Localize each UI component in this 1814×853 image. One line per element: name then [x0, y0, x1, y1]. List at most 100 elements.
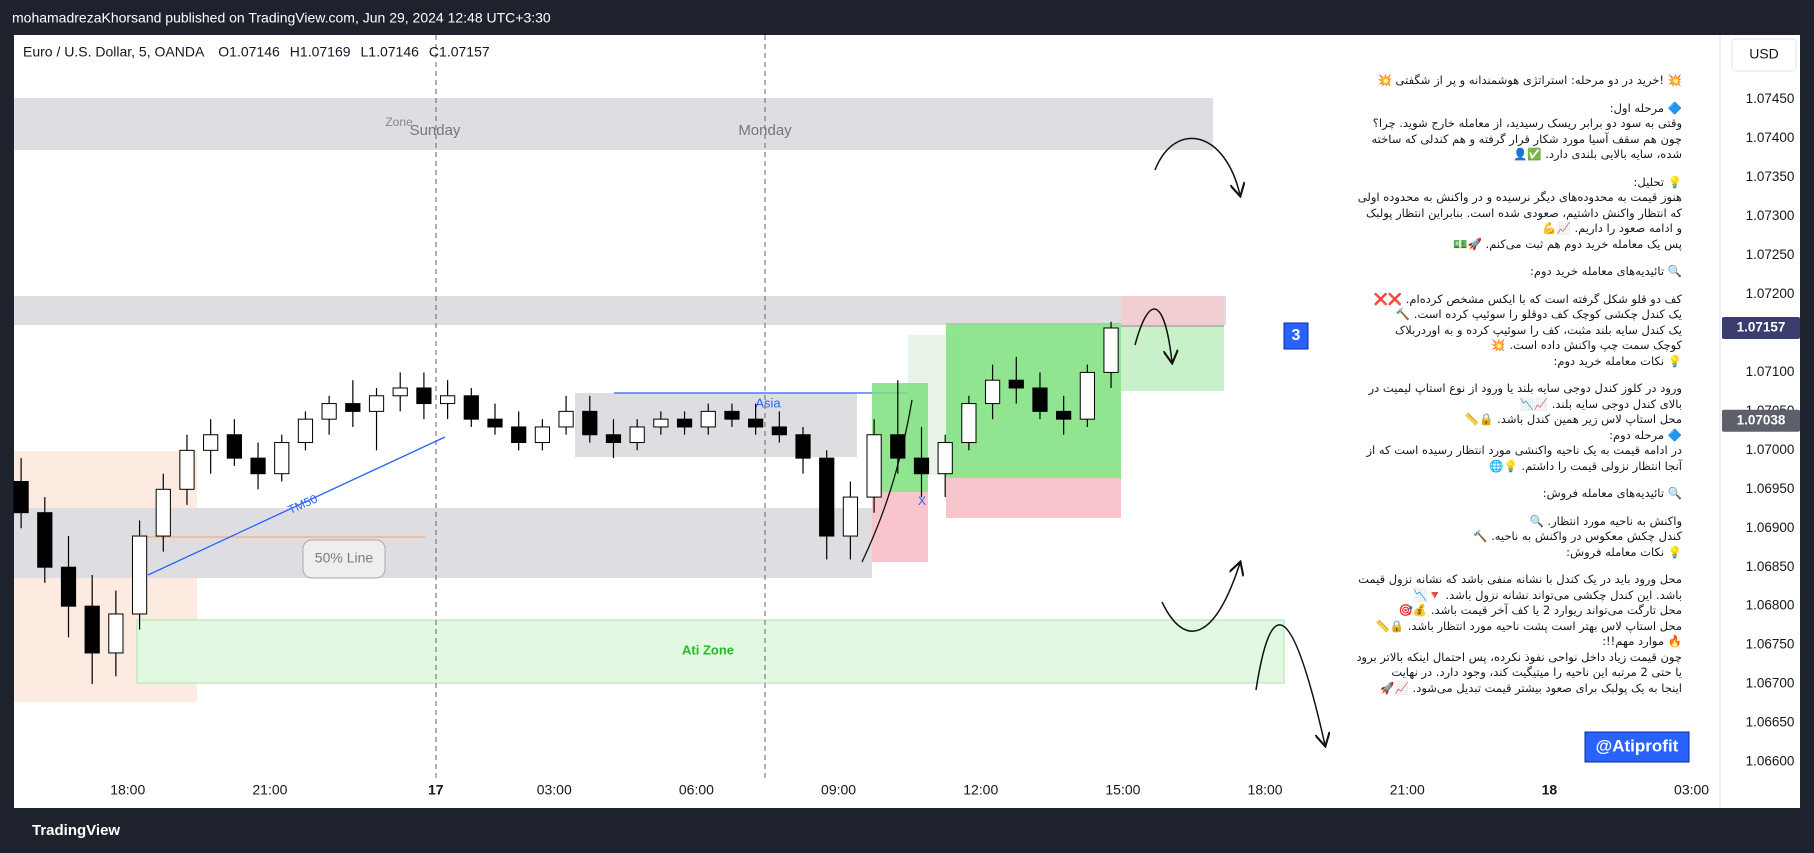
price-tag-label: 1.07038 [1737, 412, 1786, 427]
price-tag [1722, 316, 1800, 339]
candle-body [748, 418, 764, 428]
y-tick-label: 1.06900 [1746, 520, 1795, 535]
x-tick-label: 18 [1542, 782, 1558, 798]
note-line: واکنش به ناحیه مورد انتظار. 🔍 [1529, 513, 1682, 528]
badge [1283, 322, 1309, 350]
y-tick-label: 1.06850 [1746, 559, 1795, 574]
note-paragraph: واکنش به ناحیه مورد انتظار. 🔍 کندل چکش مع… [1330, 514, 1682, 561]
note-paragraph: 🔷 مرحله اول: وقتی به سود دو برابر ریسک رس… [1330, 101, 1682, 163]
brand: TradingView [32, 822, 120, 839]
candle-body [724, 410, 740, 420]
long-stop [946, 478, 1121, 518]
short-stop [1121, 296, 1224, 326]
asia-label: Asia [755, 395, 781, 410]
badge-label: 3 [1292, 327, 1301, 344]
candle-body [440, 395, 456, 405]
note-line: چون قیمت زیاد داخل نواحی نفوذ نکرده، پس … [1356, 649, 1682, 664]
candle-body [795, 434, 811, 459]
candle-body [937, 442, 953, 475]
x-tick-label: 12:00 [963, 782, 998, 798]
note-line: اینجا به یک پولبک برای صعود بیشتر قیمت ت… [1380, 680, 1682, 695]
handle-box [1584, 731, 1690, 763]
price-tag [1722, 409, 1800, 432]
y-tick-label: 1.06600 [1746, 754, 1795, 769]
candle-body [511, 426, 527, 444]
ati-zone [136, 619, 1285, 684]
candle-body [1032, 387, 1048, 412]
y-tick-label: 1.07300 [1746, 208, 1795, 223]
ohlc-value: C1.07157 [429, 44, 490, 60]
note-line: 💡 تحلیل: [1633, 174, 1682, 189]
candle-body [368, 395, 385, 412]
candle-body [629, 426, 645, 444]
candle-body [842, 496, 859, 537]
candle-body [1056, 410, 1072, 420]
note-line: ورود در کلوز کندل دوجی سایه بلند یا ورود… [1368, 381, 1682, 395]
asia-box [575, 393, 857, 457]
candle-body [534, 426, 550, 444]
note-line: و ادامه صعود را داریم. 📈💪 [1542, 221, 1682, 235]
x-tick-label: 06:00 [679, 782, 714, 798]
ohlc-value: H1.07169 [290, 44, 351, 60]
ohlc-value: L1.07146 [361, 44, 420, 60]
note-line: آنجا انتظار نزولی قیمت را داشتم. 💡🌐 [1489, 458, 1682, 473]
y-tick-label: 1.07350 [1746, 169, 1795, 184]
arrow [1255, 624, 1325, 745]
half-line-box [302, 539, 386, 579]
candle-body [1008, 379, 1024, 389]
notes: 💥 !خرید در دو مرحله: استراتژی هوشمندانه … [1330, 73, 1682, 708]
publish-info: mohamadrezaKhorsand published on Trading… [12, 10, 551, 26]
y-tick-label: 1.06700 [1746, 676, 1795, 691]
y-tick-label: 1.06950 [1746, 481, 1795, 496]
note-line: یک کندل چکشی کوچک کف دوقلو را سوئیپ کرده… [1395, 307, 1682, 321]
note-paragraph: 💥 !خرید در دو مرحله: استراتژی هوشمندانه … [1330, 73, 1682, 89]
half-line-label: 50% Line [315, 550, 374, 566]
x-tick-label: 17 [428, 782, 444, 798]
candle-body [60, 566, 77, 607]
arrow [1154, 137, 1240, 195]
candle-body [108, 613, 124, 654]
note-line: 🔍 تائیدیه‌های معامله خرید دوم: [1530, 264, 1682, 278]
session-label: Monday [738, 122, 792, 139]
candle-body [819, 457, 835, 537]
price-tag-label: 1.07157 [1737, 320, 1786, 335]
grey-zone [14, 98, 1213, 150]
currency: USD [1749, 46, 1779, 62]
candle-body [771, 426, 787, 436]
note-line: چون هم سقف آسیا مورد شکار قرار گرفته و ه… [1371, 131, 1682, 146]
candle-body [487, 418, 503, 428]
short-target [1121, 326, 1224, 391]
note-line: کف دو قلو شکل گرفته است که با ایکس مشخص … [1373, 291, 1682, 306]
note-line: در ادامه قیمت به یک ناحیه واکنشی مورد ان… [1366, 443, 1683, 457]
note-line: شده، سایه بالایی بلندی دارد. ✅👤 [1512, 147, 1682, 161]
note-paragraph: ورود در کلوز کندل دوجی سایه بلند یا ورود… [1330, 381, 1683, 474]
note-line: 🔥 موارد مهم!!: [1602, 634, 1682, 648]
note-line: 🔷 مرحله دوم: [1609, 427, 1682, 442]
currency-box [1731, 38, 1797, 72]
handle: @Atiprofit [1596, 736, 1679, 755]
candle-body [297, 418, 314, 444]
note-line: پس یک معامله خرید دوم هم ثبت می‌کنم. 🚀💵 [1453, 236, 1682, 251]
note-line: 💥 !خرید در دو مرحله: استراتژی هوشمندانه … [1377, 73, 1682, 87]
candle-body [13, 481, 29, 514]
ati-zone-label: Ati Zone [682, 642, 734, 657]
candle-body [321, 403, 337, 420]
candle-body [203, 434, 219, 451]
y-tick-label: 1.06800 [1746, 598, 1795, 613]
x-tick-label: 15:00 [1105, 782, 1140, 798]
candle-body [37, 512, 53, 568]
y-tick-label: 1.07250 [1746, 247, 1795, 262]
swing-line [861, 399, 913, 563]
note-line: وقتی به سود دو برابر ریسک رسیدید، از معا… [1372, 116, 1682, 130]
candle-body [226, 434, 242, 459]
candle-body [984, 379, 1001, 405]
note-line: باشد. این کندل چکشی می‌تواند نشانه نزول … [1413, 587, 1682, 602]
note-line: 🔍 تائیدیه‌های معامله فروش: [1542, 486, 1682, 500]
candle-body [416, 387, 432, 405]
x-tick-label: 03:00 [537, 782, 572, 798]
grey-zone [14, 296, 1226, 325]
x-mark: X [918, 494, 926, 508]
long-stop [872, 492, 928, 562]
